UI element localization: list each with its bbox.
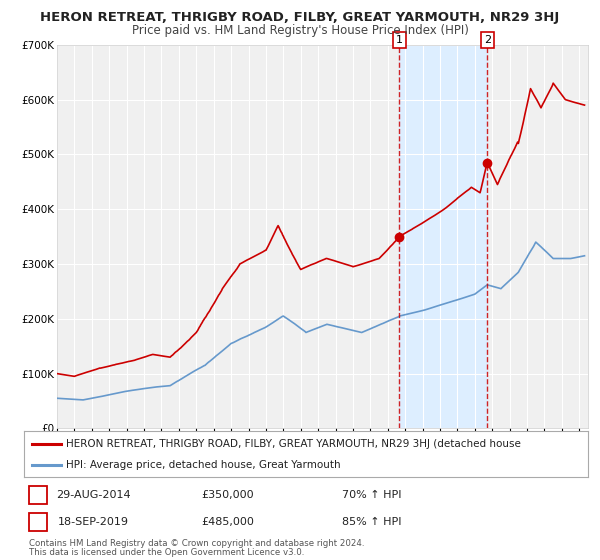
Text: Price paid vs. HM Land Registry's House Price Index (HPI): Price paid vs. HM Land Registry's House … xyxy=(131,24,469,36)
Text: 1: 1 xyxy=(396,35,403,45)
Text: £485,000: £485,000 xyxy=(202,517,254,527)
Text: 29-AUG-2014: 29-AUG-2014 xyxy=(56,490,130,500)
Text: 2: 2 xyxy=(484,35,491,45)
Text: HERON RETREAT, THRIGBY ROAD, FILBY, GREAT YARMOUTH, NR29 3HJ: HERON RETREAT, THRIGBY ROAD, FILBY, GREA… xyxy=(40,11,560,24)
Text: HPI: Average price, detached house, Great Yarmouth: HPI: Average price, detached house, Grea… xyxy=(66,460,341,470)
Text: 18-SEP-2019: 18-SEP-2019 xyxy=(58,517,128,527)
Text: 1: 1 xyxy=(34,490,41,500)
Text: This data is licensed under the Open Government Licence v3.0.: This data is licensed under the Open Gov… xyxy=(29,548,304,557)
Text: 2: 2 xyxy=(34,517,41,527)
Bar xyxy=(400,45,487,428)
Text: 85% ↑ HPI: 85% ↑ HPI xyxy=(342,517,401,527)
Text: Contains HM Land Registry data © Crown copyright and database right 2024.: Contains HM Land Registry data © Crown c… xyxy=(29,539,364,548)
Text: 70% ↑ HPI: 70% ↑ HPI xyxy=(342,490,401,500)
Text: HERON RETREAT, THRIGBY ROAD, FILBY, GREAT YARMOUTH, NR29 3HJ (detached house: HERON RETREAT, THRIGBY ROAD, FILBY, GREA… xyxy=(66,438,521,449)
Text: £350,000: £350,000 xyxy=(202,490,254,500)
